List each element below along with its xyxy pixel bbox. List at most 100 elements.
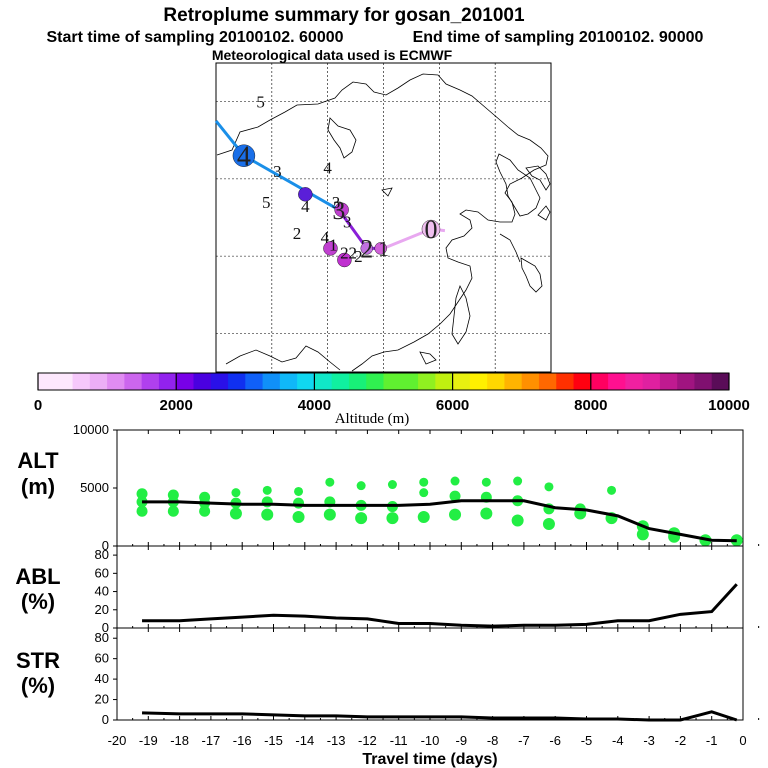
altitude-scatter-point bbox=[480, 507, 493, 520]
altitude-scatter-point bbox=[544, 482, 554, 492]
altitude-scatter-point bbox=[292, 511, 305, 523]
altitude-scatter-point bbox=[294, 486, 304, 496]
altitude-scatter-point bbox=[325, 477, 335, 487]
trajectory-point bbox=[360, 242, 373, 255]
panel-ylabel-bottom: (%) bbox=[21, 589, 55, 614]
panel-frame bbox=[116, 627, 744, 721]
cluster-day-label: 3 bbox=[273, 162, 282, 181]
colorbar-swatch bbox=[38, 373, 56, 390]
x-tick-label: -4 bbox=[612, 733, 624, 748]
colorbar-swatch bbox=[245, 373, 264, 390]
panel-ylabel-top: STR bbox=[16, 648, 60, 673]
y-tick-label: 80 bbox=[95, 630, 109, 645]
x-tick-label: -9 bbox=[456, 733, 468, 748]
panel-ylabel-top: ALT bbox=[17, 448, 59, 473]
altitude-scatter-point bbox=[261, 496, 273, 508]
colorbar-swatch bbox=[694, 373, 713, 390]
x-tick-label: -3 bbox=[643, 733, 655, 748]
colorbar-swatch bbox=[314, 373, 333, 390]
x-tick-label: -20 bbox=[108, 733, 127, 748]
colorbar-swatch bbox=[176, 373, 194, 390]
x-tick-label: -16 bbox=[233, 733, 252, 748]
colorbar-swatch bbox=[55, 373, 74, 390]
end-time-label: End time of sampling 20100102. 90000 bbox=[413, 29, 704, 46]
y-tick-label: 60 bbox=[95, 565, 109, 580]
colorbar-swatch bbox=[348, 373, 367, 390]
colorbar-swatch bbox=[228, 373, 246, 390]
cluster-day-label: 4 bbox=[323, 158, 332, 177]
panel-frame bbox=[116, 545, 744, 629]
colorbar-swatch bbox=[141, 373, 160, 390]
altitude-scatter-point bbox=[229, 507, 242, 520]
timeseries-panels: 0500010000ALT(m)020406080ABL(%)020406080… bbox=[15, 422, 760, 768]
altitude-scatter-point bbox=[636, 528, 649, 541]
colorbar-swatch bbox=[331, 373, 350, 390]
x-tick-label: -6 bbox=[549, 733, 561, 748]
met-data-label: Meteorological data used is ECMWF bbox=[212, 47, 453, 63]
altitude-colorbar: 0 2000 4000 6000 8000 10000 bbox=[34, 372, 750, 414]
colorbar-swatch bbox=[107, 373, 125, 390]
y-tick-label: 20 bbox=[95, 692, 109, 707]
cluster-day-label: 4 bbox=[301, 197, 310, 216]
colorbar-swatch bbox=[556, 373, 575, 390]
altitude-scatter-point bbox=[450, 476, 460, 486]
colorbar-swatch bbox=[89, 373, 108, 390]
cluster-day-label: 2 bbox=[349, 243, 358, 262]
track-day-label: 3 bbox=[332, 196, 345, 225]
colorbar-swatch bbox=[608, 373, 626, 390]
map-coastlines bbox=[216, 73, 551, 372]
colorbar-xlabel: Altitude (m) bbox=[335, 411, 410, 427]
altitude-scatter-point bbox=[449, 508, 462, 521]
colorbar-swatch bbox=[590, 373, 609, 390]
altitude-scatter-point bbox=[419, 477, 429, 487]
trajectory-segment bbox=[242, 154, 341, 212]
colorbar-tick-label: 0 bbox=[34, 397, 42, 414]
colorbar-tick-label: 10000 bbox=[708, 397, 750, 414]
x-tick-label: -10 bbox=[421, 733, 440, 748]
colorbar-tick-label: 4000 bbox=[298, 397, 331, 414]
colorbar-tick-label: 8000 bbox=[574, 397, 607, 414]
x-tick-label: -12 bbox=[358, 733, 377, 748]
altitude-scatter-point bbox=[355, 512, 368, 525]
altitude-scatter-point bbox=[293, 497, 305, 509]
colorbar-swatch bbox=[297, 373, 315, 390]
colorbar-swatch bbox=[452, 373, 471, 390]
panel-ylabel-bottom: (%) bbox=[21, 673, 55, 698]
x-tick-label: -14 bbox=[295, 733, 314, 748]
x-tick-label: -18 bbox=[170, 733, 189, 748]
x-axis-label: Travel time (days) bbox=[362, 751, 497, 768]
trajectory-point bbox=[421, 219, 441, 239]
cluster-day-label: 2 bbox=[293, 224, 302, 243]
colorbar-swatch bbox=[124, 373, 143, 390]
panel-ylabel-top: ABL bbox=[15, 564, 60, 589]
altitude-scatter-point bbox=[167, 505, 179, 517]
altitude-scatter-point bbox=[542, 517, 555, 530]
mean-altitude-line bbox=[142, 499, 737, 543]
start-time-label: Start time of sampling 20100102. 60000 bbox=[46, 29, 343, 46]
cluster-day-label: 1 bbox=[329, 236, 338, 255]
altitude-scatter-point bbox=[449, 490, 461, 502]
track-day-label: 2 bbox=[360, 235, 373, 264]
x-tick-label: -17 bbox=[202, 733, 221, 748]
map-grid bbox=[216, 63, 551, 372]
y-tick-label: 0 bbox=[102, 538, 109, 553]
figure-title: Retroplume summary for gosan_201001 bbox=[163, 5, 525, 26]
panel-ylabel-bottom: (m) bbox=[21, 474, 55, 499]
colorbar-swatch bbox=[625, 373, 644, 390]
altitude-scatter-point bbox=[231, 488, 241, 498]
altitude-scatter-point bbox=[513, 476, 523, 486]
y-tick-label: 10000 bbox=[73, 422, 109, 437]
colorbar-swatch bbox=[711, 373, 730, 390]
x-tick-label: -2 bbox=[675, 733, 687, 748]
y-tick-label: 60 bbox=[95, 651, 109, 666]
cluster-day-label: 3 bbox=[343, 212, 352, 231]
altitude-scatter-point bbox=[607, 485, 617, 495]
colorbar-swatch bbox=[538, 373, 557, 390]
altitude-scatter-point bbox=[136, 488, 148, 500]
colorbar-swatch bbox=[521, 373, 540, 390]
x-tick-label: -15 bbox=[264, 733, 283, 748]
altitude-scatter-point bbox=[199, 505, 211, 517]
y-tick-label: 80 bbox=[95, 547, 109, 562]
trajectory-point bbox=[232, 144, 256, 167]
